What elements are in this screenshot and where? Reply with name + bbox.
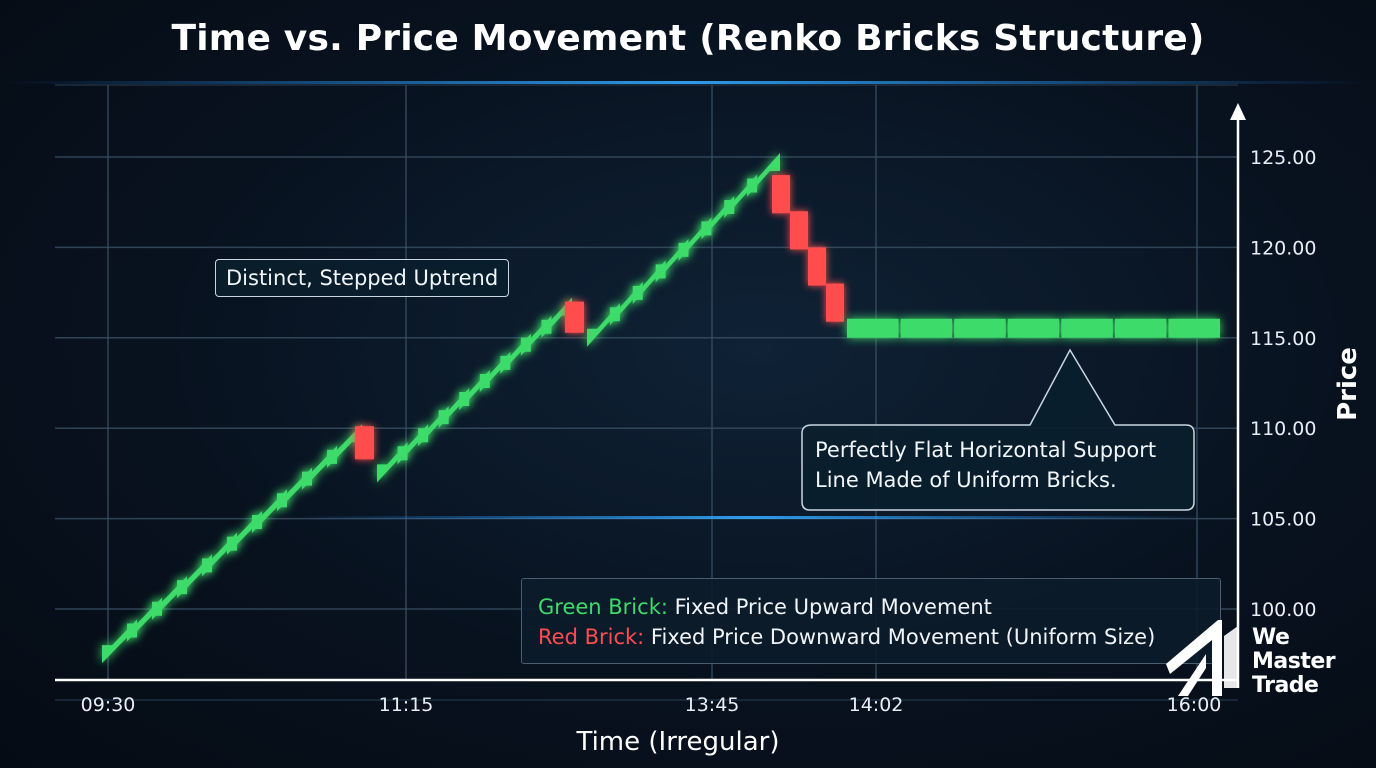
logo-line-1: We [1252,625,1290,650]
green-brick-flat [1168,318,1220,338]
red-brick [826,283,844,322]
x-tick-label: 16:00 [1167,694,1222,716]
legend-item-green: Green Brick: Fixed Price Upward Movement [538,595,992,619]
support-annotation: Perfectly Flat Horizontal Support Line M… [815,438,1157,492]
red-brick [808,247,826,286]
logo-line-3: Trade [1252,673,1319,698]
logo-wordmark: We Master Trade [1252,625,1336,698]
y-tick-label: 100.00 [1250,599,1316,621]
logo-line-2: Master [1252,649,1336,674]
brand-logo: We Master Trade [1162,618,1362,702]
green-brick-flat [1061,318,1113,338]
x-tick-label: 11:15 [379,694,434,716]
legend-item-red: Red Brick: Fixed Price Downward Movement… [538,625,1155,649]
accent-line-top [0,81,1376,84]
chart-title: Time vs. Price Movement (Renko Bricks St… [171,18,1205,59]
x-tick-label: 13:45 [685,694,740,716]
green-brick-flat [1114,318,1167,338]
legend-desc-green: Fixed Price Upward Movement [674,595,992,619]
red-brick [355,426,374,460]
green-brick [541,297,572,338]
bricks [102,153,1220,664]
green-brick-flat [900,318,953,338]
x-tick-label: 09:30 [81,694,136,716]
legend-desc-red: Fixed Price Downward Movement (Uniform S… [650,625,1156,649]
axes: 100.00 105.00 110.00 115.00 120.00 125.00 09:3… [55,103,1363,757]
y-tick-label: 105.00 [1250,509,1316,531]
y-tick-label: 115.00 [1250,328,1316,350]
y-axis-arrow-icon [1230,103,1246,120]
y-tick-label: 120.00 [1250,237,1316,259]
x-axis-title: Time (Irregular) [575,727,779,757]
legend-label-green: Green Brick: [538,595,668,619]
uptrend-annotation: Distinct, Stepped Uptrend [215,259,510,297]
x-tick-label: 14:02 [849,694,904,716]
callout-shapes [801,348,1195,511]
y-axis-title: Price [1333,347,1363,421]
y-tick-label: 110.00 [1250,418,1316,440]
green-brick-flat [847,318,899,338]
green-brick-flat [1007,318,1060,338]
y-tick-label: 125.00 [1250,147,1316,169]
green-brick [747,153,780,197]
red-brick [772,175,790,214]
legend-label-red: Red Brick: [538,625,645,649]
red-brick [565,301,584,333]
support-callout-box [801,348,1195,511]
accent-line-mid [300,516,1200,519]
green-brick-flat [954,318,1006,338]
red-brick [790,211,808,250]
logo-mark-icon [1166,620,1238,696]
green-brick [327,424,362,468]
legend: Green Brick: Fixed Price Upward Movement… [521,578,1221,664]
